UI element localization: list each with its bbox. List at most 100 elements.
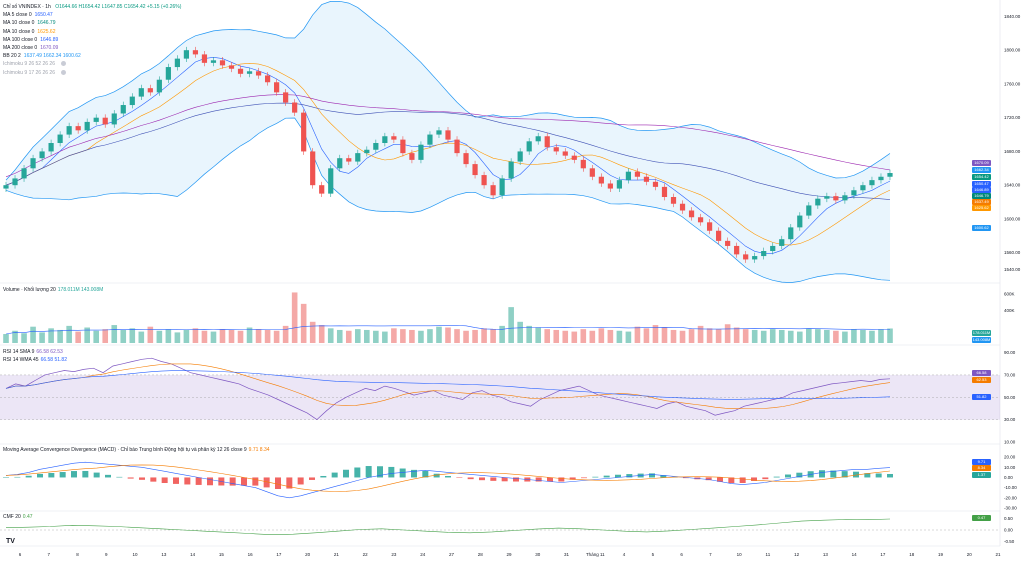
price-value-tag: 1625.62 [972, 205, 991, 211]
candle-body [553, 147, 559, 152]
candle-body [815, 198, 821, 206]
time-tick-label: 11 [766, 552, 771, 557]
macd-histogram-bar [785, 474, 791, 478]
macd-histogram-bar [751, 477, 757, 481]
candle-body [237, 68, 244, 74]
macd-histogram-bar [3, 477, 9, 478]
volume-bar [418, 330, 424, 343]
macd-histogram-bar [275, 477, 281, 489]
tradingview-logo[interactable]: TV [6, 538, 15, 545]
volume-bar [562, 330, 569, 343]
symbol-title[interactable]: Chỉ số VNINDEX · 1h [3, 4, 51, 10]
indicator-row[interactable]: MA 100 close 0 1646.89 [3, 36, 181, 44]
indicator-name: MA 10 close 0 [3, 28, 35, 35]
time-tick-label: 10 [133, 552, 139, 557]
candle-body [887, 173, 893, 177]
volume-bar [860, 329, 866, 343]
time-tick-label: 16 [248, 552, 254, 557]
volume-bar [120, 329, 127, 343]
candle-body [183, 50, 190, 59]
macd-histogram-bar [93, 472, 100, 478]
volume-bar [481, 328, 487, 343]
macd-histogram-bar [59, 472, 66, 478]
macd-histogram-bar [388, 466, 395, 478]
candle-body [706, 222, 713, 231]
volume-bar [382, 331, 388, 343]
time-tick-label: 6 [19, 552, 22, 557]
candle-body [860, 185, 866, 191]
visibility-icon[interactable] [60, 61, 66, 67]
price-value-tag: 1646.79 [972, 193, 991, 199]
candle-body [499, 178, 505, 196]
candle-body [84, 121, 90, 131]
candle-body [743, 254, 749, 260]
rsi-wma-line [5, 370, 891, 400]
time-tick-label: 7 [48, 552, 51, 557]
time-tick-label: 7 [709, 552, 712, 557]
macd-histogram-bar [365, 466, 372, 478]
macd-histogram-bar [501, 477, 508, 482]
volume-bar [580, 329, 587, 343]
macd-tick-label: 10.00 [1004, 465, 1016, 470]
rsi-tick-label: 50.00 [1004, 395, 1016, 400]
macd-histogram-bar [467, 477, 474, 480]
macd-histogram-bar [116, 476, 123, 478]
price-tick-label: 1840.00 [1004, 14, 1021, 19]
volume-bar [472, 329, 478, 343]
candle-body [725, 240, 731, 246]
macd-tick-label: -20.00 [1004, 495, 1017, 500]
macd-histogram-bar [479, 477, 485, 481]
visibility-icon[interactable] [60, 69, 66, 75]
volume-bar [833, 330, 839, 343]
indicator-row[interactable]: Ichimoku 9 26 52 26 26 [3, 60, 181, 68]
time-tick-label: 14 [852, 552, 858, 557]
candle-body [806, 205, 812, 216]
cmf-label: CMF 20 0.47 [3, 514, 33, 520]
macd-histogram-bar [717, 477, 723, 482]
volume-bar [156, 330, 163, 343]
indicator-row[interactable]: MA 10 close 0 1625.62 [3, 28, 181, 36]
indicator-row[interactable]: MA 5 close 0 1650.47 [3, 11, 181, 19]
volume-bar [21, 333, 27, 343]
candle-body [30, 158, 36, 169]
volume-bar [824, 329, 830, 343]
macd-histogram-bar [354, 467, 361, 478]
macd-histogram-bar [422, 471, 429, 478]
time-tick-label: 28 [478, 552, 484, 557]
macd-histogram-bar [456, 477, 463, 478]
ohlc-values: O1644.66 H1654.42 L1647.85 C1654.42 +5.1… [55, 4, 182, 10]
candle-body [264, 75, 271, 83]
indicator-name: MA 100 close 0 [3, 36, 38, 43]
volume-bar [463, 330, 469, 343]
time-tick-label: 22 [363, 552, 369, 557]
candle-body [797, 215, 803, 228]
rsi-label-2: RSI 14 WMA 45 66.58 51.82 [3, 357, 67, 363]
macd-histogram-bar [127, 477, 134, 479]
indicator-row[interactable]: MA 10 close 0 1646.79 [3, 19, 181, 27]
indicator-row[interactable]: Ichimoku 9 17 26 26 26 [3, 69, 181, 77]
indicator-value: 1646.89 [40, 36, 59, 43]
macd-histogram-bar [207, 477, 213, 486]
macd-histogram-bar [649, 473, 655, 478]
candle-body [346, 158, 352, 162]
indicator-row[interactable]: MA 200 close 0 1670.09 [3, 44, 181, 52]
macd-histogram-bar [82, 470, 89, 478]
candle-body [833, 196, 839, 201]
candle-body [634, 171, 641, 177]
volume-bar [201, 330, 208, 343]
price-tick-label: 1560.00 [1004, 250, 1021, 255]
candle-body [174, 58, 180, 68]
time-tick-label: 20 [305, 552, 311, 557]
volume-bar [147, 326, 154, 343]
price-tick-label: 1680.00 [1004, 149, 1021, 154]
volume-bar [715, 329, 722, 343]
macd-histogram-bar [48, 472, 55, 478]
price-value-tag: 1637.49 [972, 199, 991, 205]
time-tick-label: 13 [161, 552, 167, 557]
candle-body [761, 251, 767, 257]
volume-bar [409, 329, 415, 343]
volume-bar [553, 329, 560, 343]
macd-histogram-bar [343, 469, 349, 478]
indicator-row[interactable]: BB 20 2 1637.49 1662.34 1600.62 [3, 52, 181, 60]
